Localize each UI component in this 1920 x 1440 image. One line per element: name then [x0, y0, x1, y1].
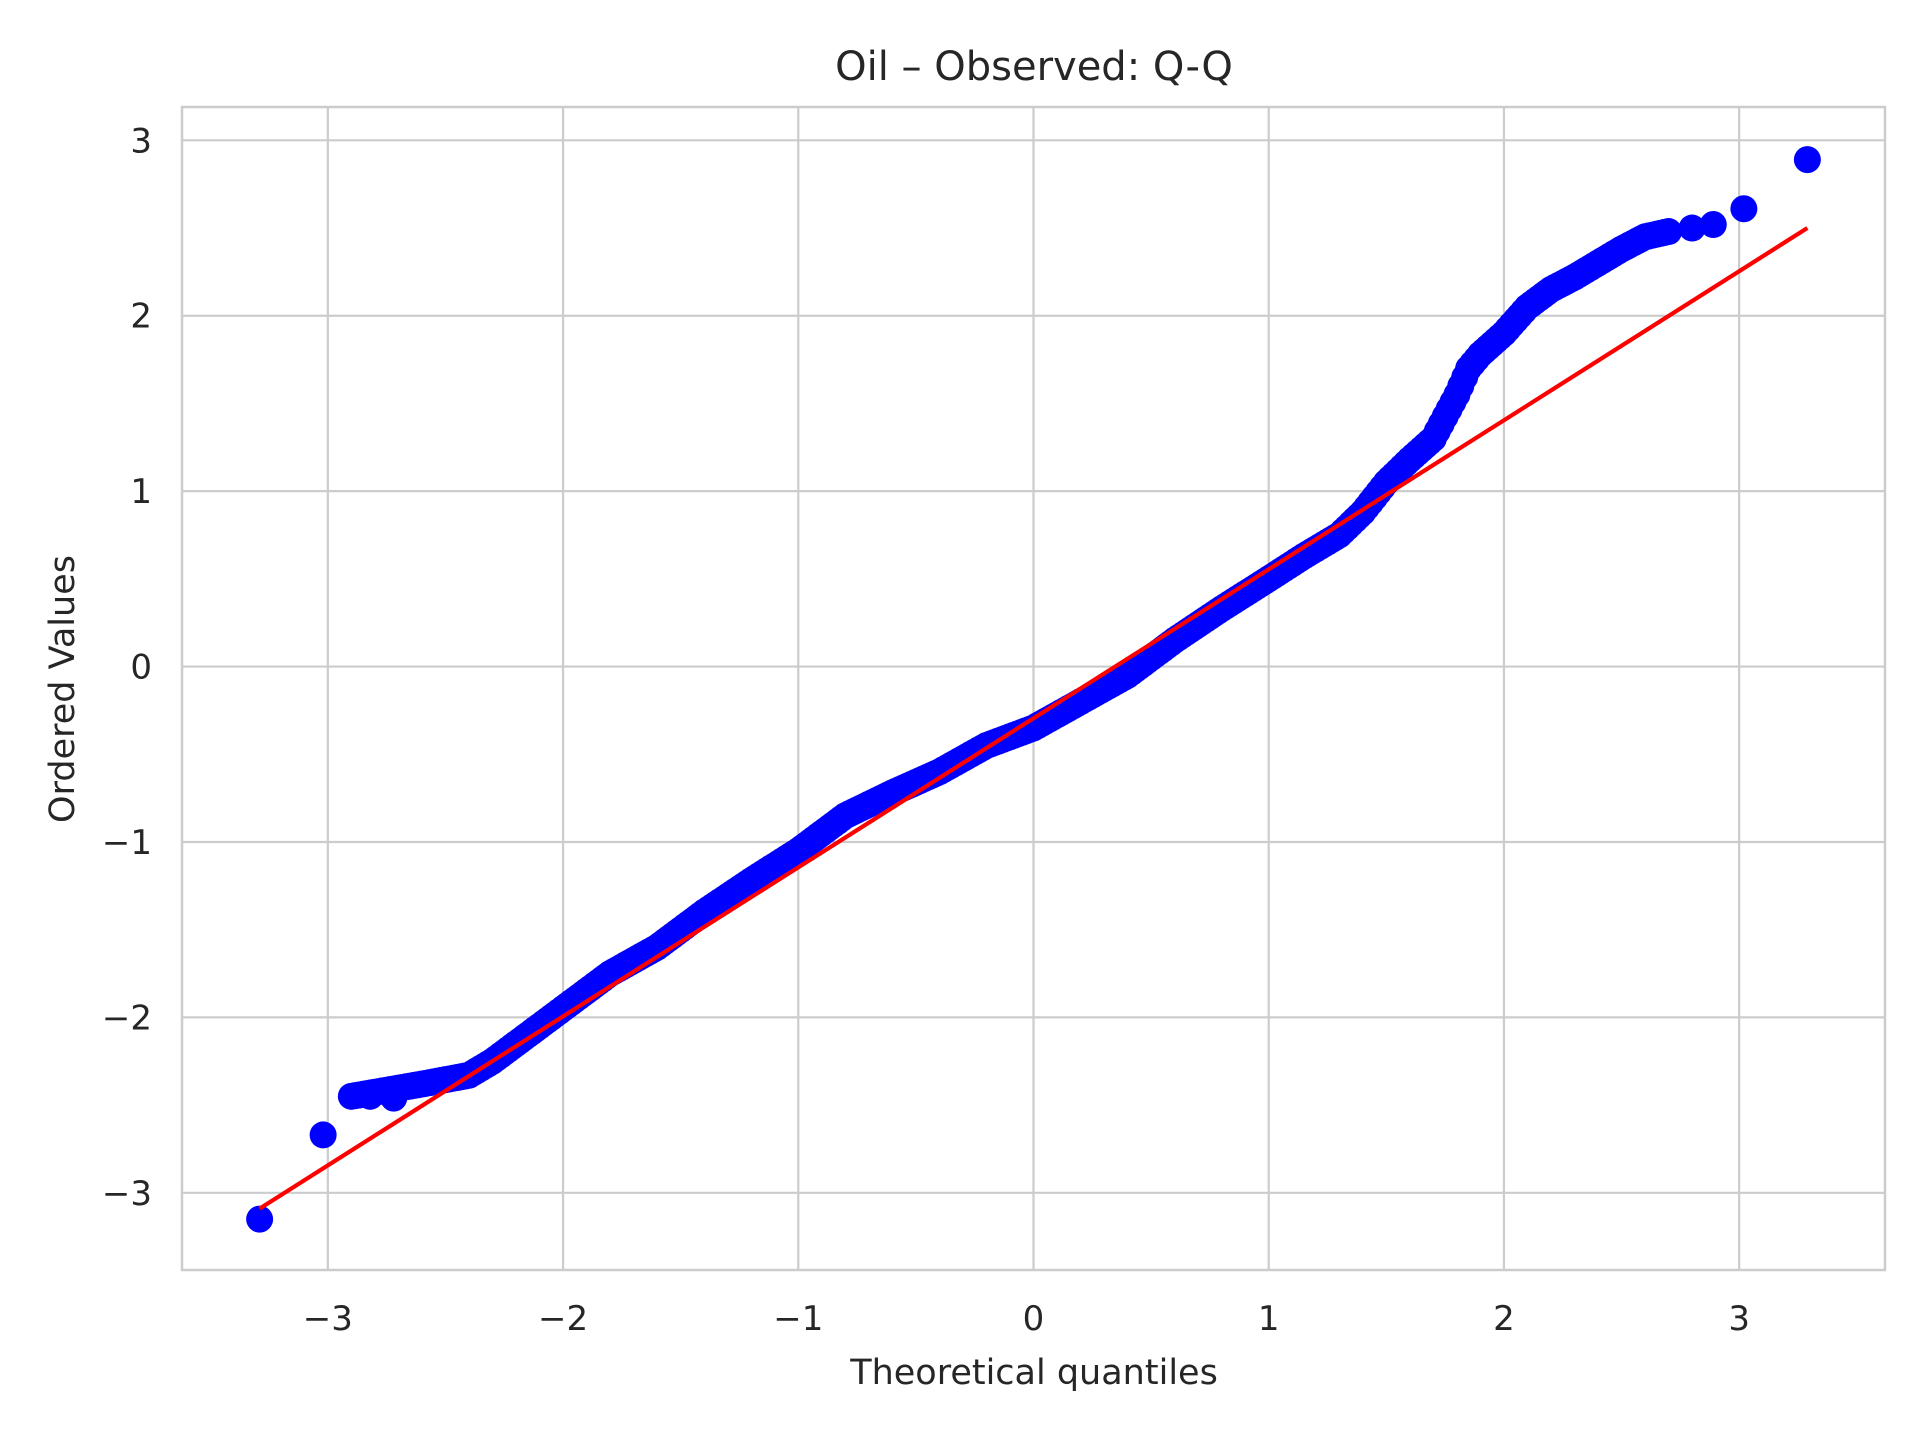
data-point [1699, 211, 1727, 239]
fit-line [258, 226, 1809, 1211]
data-point [380, 1084, 408, 1112]
x-tick-label: 3 [1728, 1299, 1750, 1339]
plot-frame [180, 105, 1887, 1272]
data-point [1730, 195, 1758, 223]
data-point [1655, 218, 1683, 246]
y-tick-label: −2 [102, 998, 152, 1038]
y-tick-label: 2 [130, 297, 152, 337]
grid-lines [182, 107, 1885, 1270]
x-tick-label: 2 [1493, 1299, 1515, 1339]
y-tick-label: −1 [102, 823, 152, 863]
data-point [1678, 214, 1706, 242]
y-tick-label: −3 [102, 1174, 152, 1214]
data-point [246, 1205, 274, 1233]
y-tick-label: 3 [130, 121, 152, 161]
data-point [356, 1082, 384, 1110]
tick-labels: −3 −2 −1 0 1 2 3 −3 −2 −1 0 1 2 3 [102, 121, 1750, 1339]
x-tick-label: 0 [1023, 1299, 1045, 1339]
data-point [1793, 146, 1821, 174]
data-point [309, 1121, 337, 1149]
x-tick-label: −3 [303, 1299, 353, 1339]
y-axis-label: Ordered Values [43, 555, 83, 823]
x-tick-label: −1 [773, 1299, 823, 1339]
chart-title: Oil – Observed: Q-Q [835, 44, 1233, 90]
fit-line-group [258, 226, 1809, 1211]
y-tick-label: 1 [130, 472, 152, 512]
x-tick-label: 1 [1258, 1299, 1280, 1339]
x-tick-label: −2 [538, 1299, 588, 1339]
y-tick-label: 0 [130, 648, 152, 688]
x-axis-label: Theoretical quantiles [849, 1353, 1218, 1393]
